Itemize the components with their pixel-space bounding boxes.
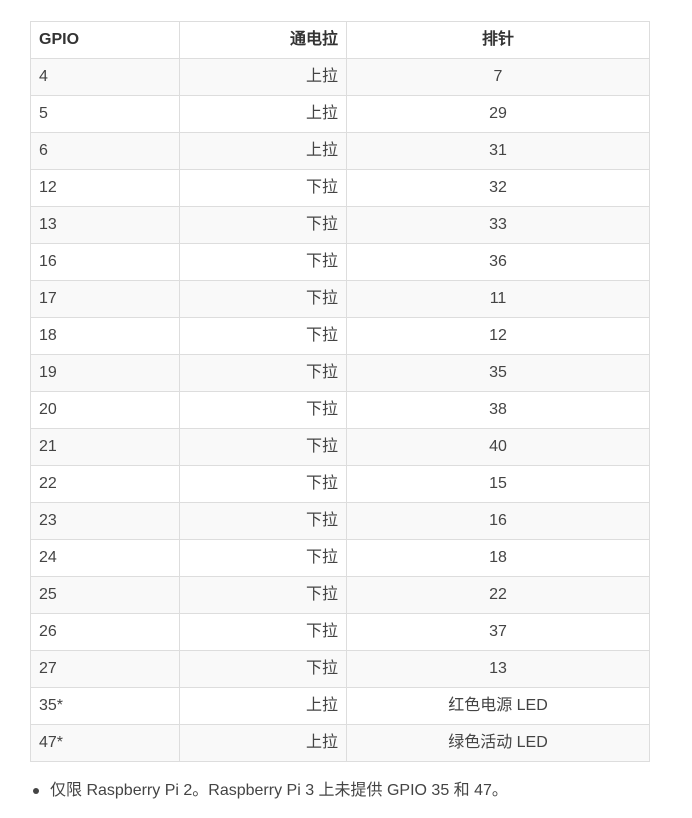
table-row: 5 上拉 29 (30, 95, 650, 133)
cell-pull: 下拉 (179, 206, 347, 244)
cell-gpio: 17 (30, 280, 180, 318)
cell-pin: 16 (346, 502, 650, 540)
cell-pull: 下拉 (179, 539, 347, 577)
cell-gpio: 12 (30, 169, 180, 207)
table-header-row: GPIO 通电拉 排针 (30, 21, 650, 59)
cell-gpio: 35* (30, 687, 180, 725)
cell-pin: 31 (346, 132, 650, 170)
cell-pull: 下拉 (179, 613, 347, 651)
table-row: 19 下拉 35 (30, 354, 650, 392)
cell-pin: 12 (346, 317, 650, 355)
cell-gpio: 16 (30, 243, 180, 281)
cell-gpio: 4 (30, 58, 180, 96)
table-row: 18 下拉 12 (30, 317, 650, 355)
cell-pull: 上拉 (179, 95, 347, 133)
header-gpio: GPIO (30, 21, 180, 59)
cell-pull: 下拉 (179, 354, 347, 392)
header-power-on-pull: 通电拉 (179, 21, 347, 59)
cell-pull: 下拉 (179, 169, 347, 207)
cell-pin: 35 (346, 354, 650, 392)
cell-pull: 下拉 (179, 650, 347, 688)
cell-gpio: 19 (30, 354, 180, 392)
table-row: 35* 上拉 红色电源 LED (30, 687, 650, 725)
footnote-text: 仅限 Raspberry Pi 2。Raspberry Pi 3 上未提供 GP… (50, 782, 508, 799)
cell-pin: 37 (346, 613, 650, 651)
cell-pull: 下拉 (179, 280, 347, 318)
table-row: 16 下拉 36 (30, 243, 650, 281)
footnote-item: 仅限 Raspberry Pi 2。Raspberry Pi 3 上未提供 GP… (30, 776, 670, 806)
table-row: 27 下拉 13 (30, 650, 650, 688)
footnote-list: 仅限 Raspberry Pi 2。Raspberry Pi 3 上未提供 GP… (30, 776, 670, 806)
cell-gpio: 23 (30, 502, 180, 540)
cell-pin: 32 (346, 169, 650, 207)
cell-pull: 上拉 (179, 724, 347, 762)
table-row: 23 下拉 16 (30, 502, 650, 540)
gpio-pull-table: GPIO 通电拉 排针 4 上拉 7 5 上拉 29 6 上拉 31 12 (30, 21, 650, 762)
table-row: 25 下拉 22 (30, 576, 650, 614)
cell-pin: 36 (346, 243, 650, 281)
cell-gpio: 18 (30, 317, 180, 355)
cell-gpio: 22 (30, 465, 180, 503)
table-row: 13 下拉 33 (30, 206, 650, 244)
table-row: 21 下拉 40 (30, 428, 650, 466)
cell-gpio: 21 (30, 428, 180, 466)
table-row: 26 下拉 37 (30, 613, 650, 651)
cell-gpio: 20 (30, 391, 180, 429)
cell-gpio: 24 (30, 539, 180, 577)
cell-gpio: 47* (30, 724, 180, 762)
cell-pull: 上拉 (179, 58, 347, 96)
cell-gpio: 13 (30, 206, 180, 244)
cell-gpio: 5 (30, 95, 180, 133)
cell-pin: 11 (346, 280, 650, 318)
cell-pin: 18 (346, 539, 650, 577)
bullet-icon (33, 788, 39, 794)
cell-pin: 38 (346, 391, 650, 429)
cell-pull: 下拉 (179, 391, 347, 429)
table-row: 4 上拉 7 (30, 58, 650, 96)
cell-pull: 上拉 (179, 132, 347, 170)
cell-gpio: 6 (30, 132, 180, 170)
table-row: 17 下拉 11 (30, 280, 650, 318)
cell-pull: 下拉 (179, 502, 347, 540)
cell-gpio: 27 (30, 650, 180, 688)
cell-pull: 下拉 (179, 243, 347, 281)
cell-pull: 下拉 (179, 576, 347, 614)
table-row: 12 下拉 32 (30, 169, 650, 207)
table-row: 47* 上拉 绿色活动 LED (30, 724, 650, 762)
cell-pull: 下拉 (179, 317, 347, 355)
table-row: 6 上拉 31 (30, 132, 650, 170)
cell-pin: 15 (346, 465, 650, 503)
cell-pull: 下拉 (179, 428, 347, 466)
cell-pin: 29 (346, 95, 650, 133)
cell-pin: 40 (346, 428, 650, 466)
cell-pull: 上拉 (179, 687, 347, 725)
cell-gpio: 26 (30, 613, 180, 651)
header-header-pin: 排针 (346, 21, 650, 59)
cell-pin: 33 (346, 206, 650, 244)
cell-pin: 红色电源 LED (346, 687, 650, 725)
cell-pin: 7 (346, 58, 650, 96)
cell-pull: 下拉 (179, 465, 347, 503)
cell-pin: 13 (346, 650, 650, 688)
gpio-pull-table-container: GPIO 通电拉 排针 4 上拉 7 5 上拉 29 6 上拉 31 12 (30, 21, 650, 762)
cell-pin: 22 (346, 576, 650, 614)
table-row: 22 下拉 15 (30, 465, 650, 503)
cell-gpio: 25 (30, 576, 180, 614)
cell-pin: 绿色活动 LED (346, 724, 650, 762)
table-row: 24 下拉 18 (30, 539, 650, 577)
table-row: 20 下拉 38 (30, 391, 650, 429)
